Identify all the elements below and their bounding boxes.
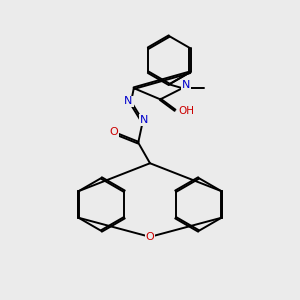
Text: O: O bbox=[110, 127, 118, 137]
Text: N: N bbox=[182, 80, 190, 90]
Text: OH: OH bbox=[178, 106, 194, 116]
Text: N: N bbox=[140, 115, 148, 125]
Text: O: O bbox=[146, 232, 154, 242]
Text: N: N bbox=[124, 96, 133, 106]
